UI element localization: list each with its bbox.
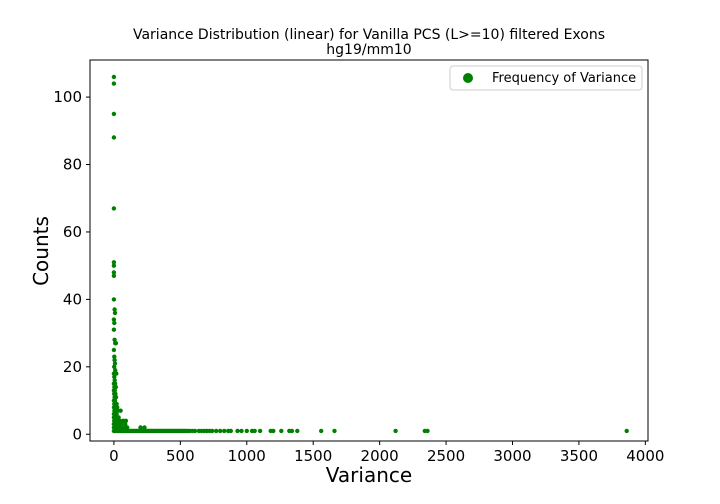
y-tick-label: 100 xyxy=(53,88,82,106)
data-point xyxy=(114,411,119,417)
data-point xyxy=(114,418,120,423)
data-point xyxy=(114,371,119,376)
legend-label: Frequency of Variance xyxy=(492,71,636,86)
data-point xyxy=(252,428,257,434)
x-tick-label: 3000 xyxy=(493,447,531,465)
x-tick-label: 0 xyxy=(109,447,119,465)
y-axis-ticks: 0 20 40 60 80 100 xyxy=(53,88,90,443)
data-point xyxy=(113,415,118,420)
data-point xyxy=(115,421,121,427)
data-point xyxy=(111,317,117,322)
y-tick-label: 20 xyxy=(63,358,82,376)
data-point xyxy=(123,421,128,427)
data-point xyxy=(279,428,284,434)
x-tick-label: 500 xyxy=(166,447,195,465)
data-point xyxy=(271,428,276,434)
y-tick-label: 0 xyxy=(72,425,82,443)
data-point xyxy=(114,401,119,407)
data-point xyxy=(111,206,117,211)
data-point xyxy=(118,408,123,413)
data-point xyxy=(117,418,123,423)
legend-box xyxy=(449,65,643,91)
data-point xyxy=(319,428,324,434)
x-tick-label: 1500 xyxy=(294,447,332,465)
y-tick-label: 60 xyxy=(63,223,82,241)
chart-title: Variance Distribution (linear) for Vanil… xyxy=(133,27,605,43)
data-point xyxy=(113,395,119,400)
data-point xyxy=(112,357,117,363)
data-point xyxy=(112,354,117,359)
chart-subtitle: hg19/mm10 xyxy=(326,42,411,58)
data-point xyxy=(111,347,117,353)
data-point xyxy=(218,428,223,434)
legend: Frequency of Variance xyxy=(449,65,643,91)
y-axis-label: Counts xyxy=(29,216,53,286)
data-point xyxy=(111,273,117,278)
data-point xyxy=(113,368,118,373)
x-tick-label: 3500 xyxy=(560,447,598,465)
data-point xyxy=(112,374,117,380)
data-point xyxy=(111,297,117,302)
data-point xyxy=(111,270,117,275)
data-point xyxy=(228,428,233,434)
x-axis-label: Variance xyxy=(326,463,412,487)
data-point xyxy=(112,310,118,316)
data-point xyxy=(112,307,117,312)
data-point xyxy=(192,428,198,434)
data-point xyxy=(111,135,117,140)
x-axis-ticks: 0 500 1000 1500 2000 2500 3000 3500 4000 xyxy=(109,441,664,465)
data-point xyxy=(113,384,119,390)
data-point xyxy=(244,428,249,434)
plot-frame xyxy=(89,59,649,442)
data-point xyxy=(111,263,117,268)
y-tick-label: 40 xyxy=(63,290,82,308)
data-point xyxy=(111,74,117,80)
data-point xyxy=(425,428,430,434)
data-point xyxy=(142,425,147,430)
data-point xyxy=(112,388,118,393)
data-point xyxy=(112,398,118,403)
data-point xyxy=(112,378,117,383)
data-point xyxy=(111,260,117,265)
data-point xyxy=(113,341,119,346)
x-tick-label: 2500 xyxy=(427,447,465,465)
data-point xyxy=(112,364,117,369)
data-point xyxy=(112,381,118,386)
data-point xyxy=(289,428,295,434)
data-point xyxy=(239,428,244,434)
data-point xyxy=(119,421,124,427)
y-tick-label: 80 xyxy=(63,156,82,174)
data-point xyxy=(222,428,227,434)
data-point xyxy=(111,327,117,332)
x-tick-label: 1000 xyxy=(228,447,266,465)
data-point xyxy=(624,428,629,434)
data-point xyxy=(116,415,121,420)
data-point xyxy=(112,320,117,326)
data-point xyxy=(393,428,398,434)
data-point xyxy=(210,428,215,434)
data-point xyxy=(332,428,337,434)
x-tick-label: 2000 xyxy=(361,447,399,465)
x-tick-label: 4000 xyxy=(626,447,664,465)
data-point xyxy=(123,418,129,423)
data-point xyxy=(112,361,118,366)
data-point xyxy=(295,428,300,434)
legend-marker xyxy=(463,73,473,83)
data-point xyxy=(115,405,120,410)
data-point xyxy=(113,391,118,396)
data-point xyxy=(214,428,219,434)
data-point xyxy=(112,337,117,342)
data-point xyxy=(235,428,240,434)
data-point xyxy=(257,428,263,434)
data-point xyxy=(125,425,130,430)
data-point xyxy=(111,81,117,86)
points-layer xyxy=(111,74,629,434)
data-point xyxy=(138,425,143,430)
data-point xyxy=(111,111,117,117)
